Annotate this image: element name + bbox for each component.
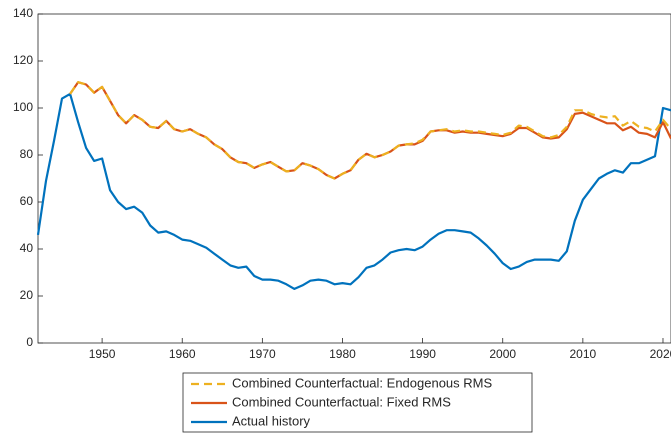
y-tick-label: 120 — [13, 53, 33, 67]
y-tick-label: 40 — [20, 241, 34, 255]
y-tick-label: 80 — [20, 147, 34, 161]
legend-label: Combined Counterfactual: Endogenous RMS — [232, 375, 492, 390]
legend — [182, 372, 533, 433]
x-tick-label: 2010 — [570, 347, 597, 361]
x-tick-label: 1970 — [249, 347, 276, 361]
y-tick-label: 100 — [13, 100, 33, 114]
y-tick-label: 60 — [20, 194, 34, 208]
legend-label: Actual history — [232, 413, 311, 428]
series-line — [69, 81, 671, 180]
plot-area — [37, 13, 671, 344]
x-tick-label: 1960 — [169, 347, 196, 361]
x-tick-label: 1980 — [329, 347, 356, 361]
y-tick-label: 0 — [26, 335, 33, 349]
x-tick-label: 1990 — [409, 347, 436, 361]
y-tick-label: 140 — [13, 6, 33, 20]
x-tick-label: 2020 — [650, 347, 671, 361]
y-tick-label: 20 — [20, 288, 34, 302]
x-tick-label: 2000 — [489, 347, 516, 361]
x-tick-label: 1950 — [89, 347, 116, 361]
series-line — [36, 92, 671, 290]
legend-label: Combined Counterfactual: Fixed RMS — [232, 394, 451, 409]
